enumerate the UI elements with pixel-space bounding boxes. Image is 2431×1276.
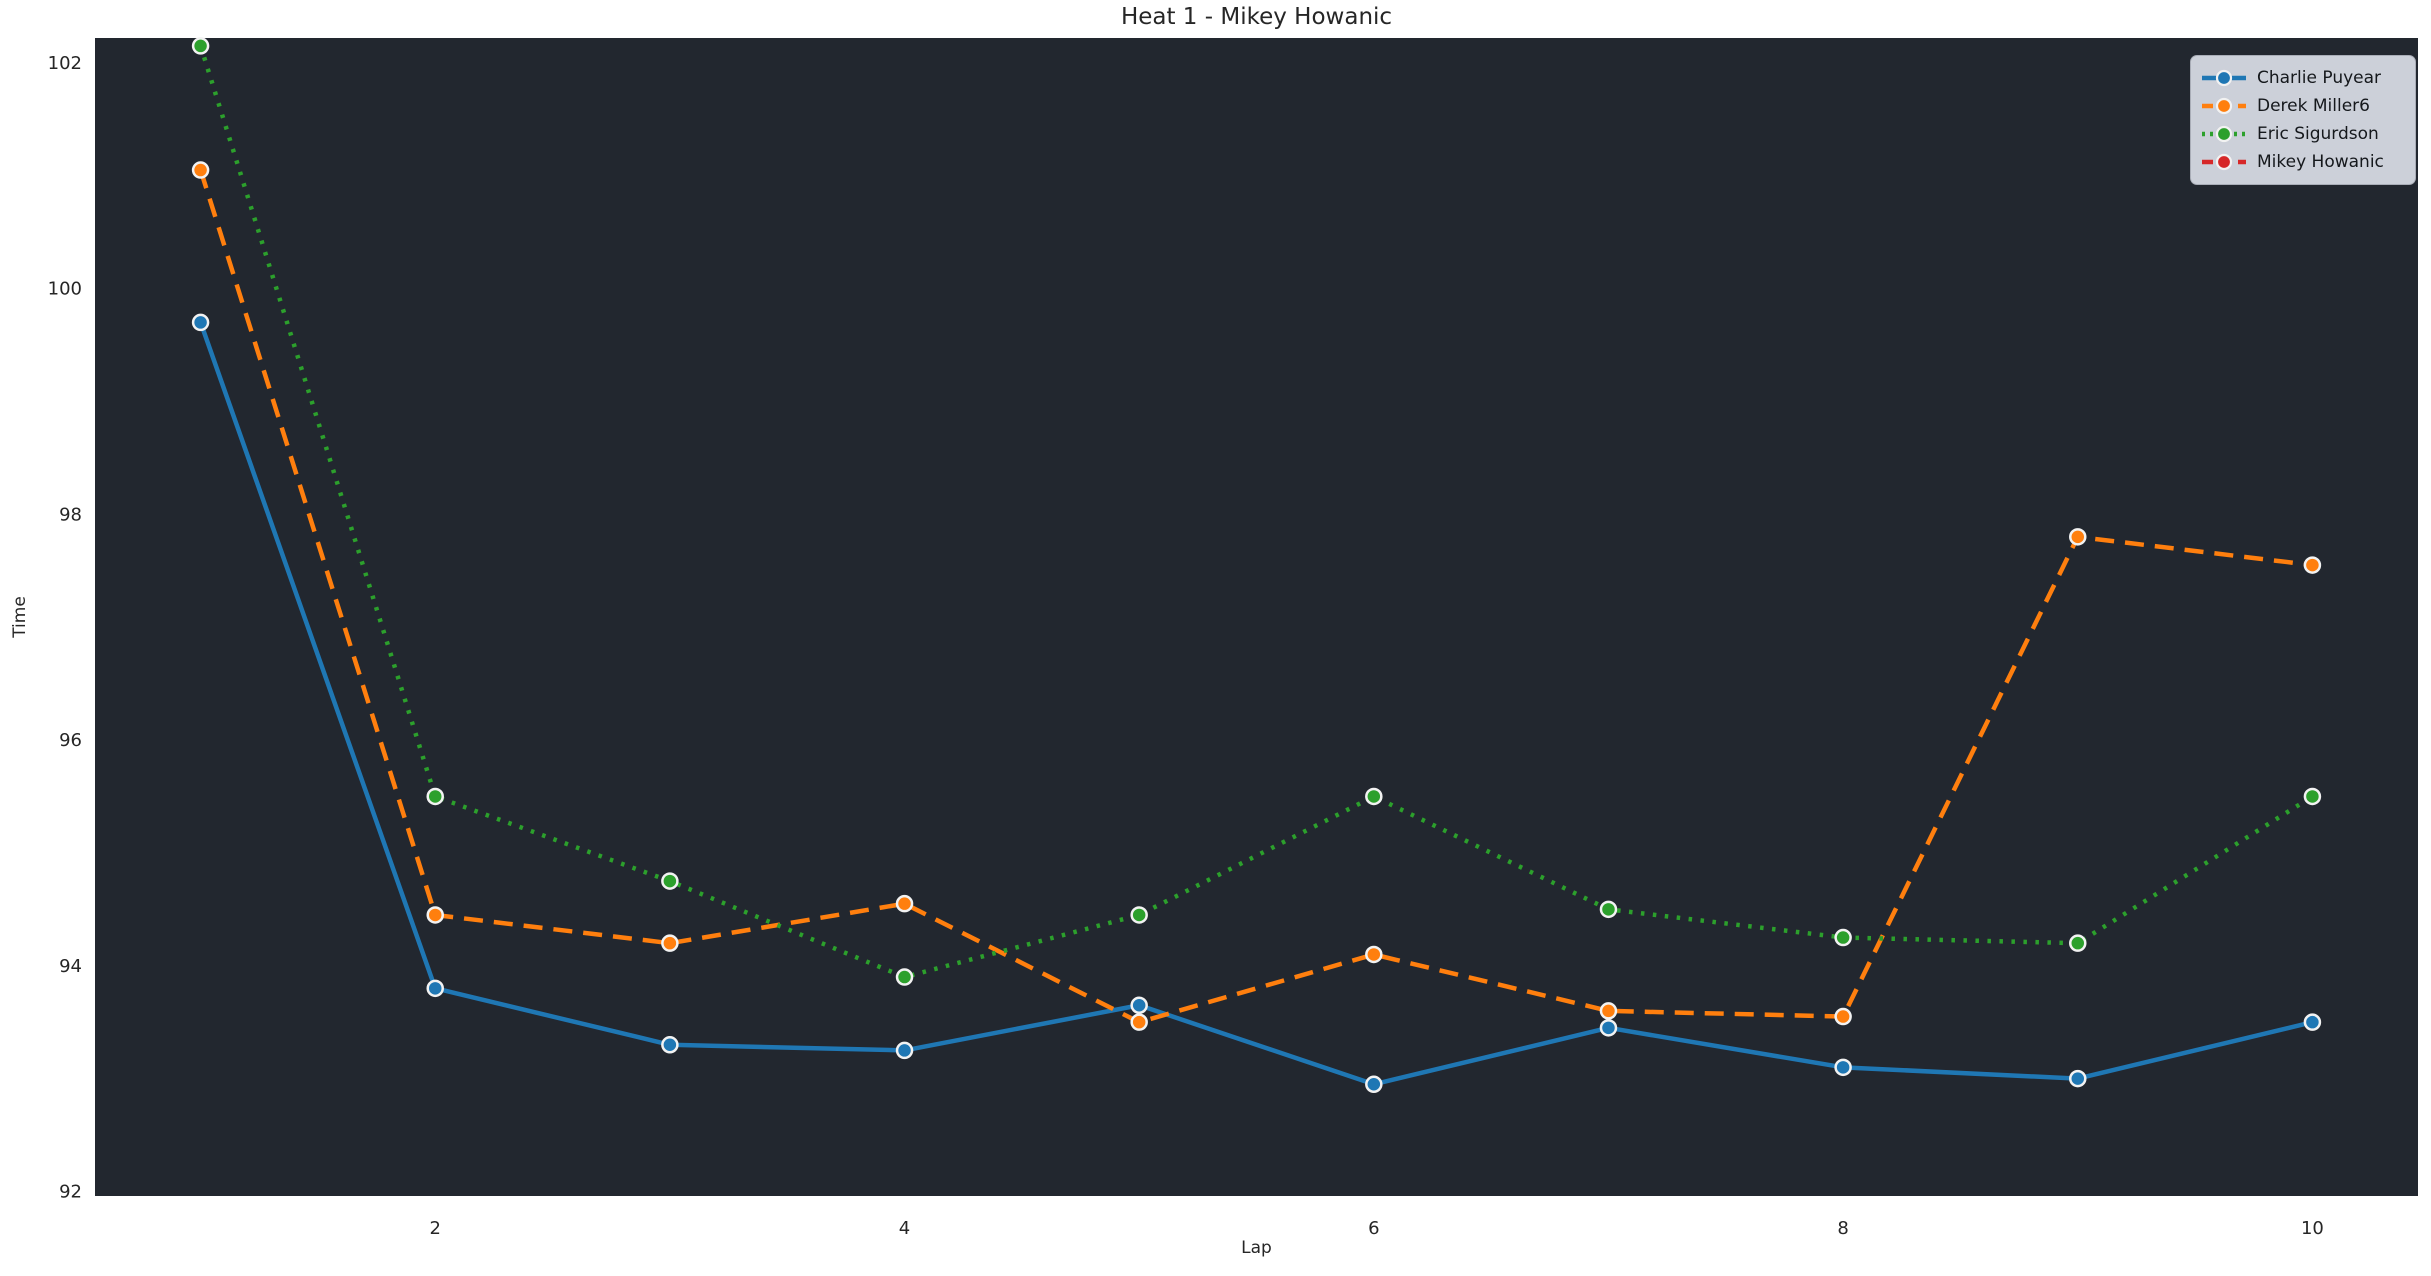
x-tick-label: 6 [1368,1218,1379,1239]
legend-item-charlie-puyear: Charlie Puyear [2201,64,2405,92]
series-marker-charlie-puyear [1365,1075,1383,1094]
plot-area [95,38,2418,1196]
y-tick-label: 100 [48,279,82,300]
series-line-derek-miller6 [198,169,2313,1025]
legend: Charlie Puyear Derek Miller6 Eric Sigurdso… [2190,55,2416,185]
series-marker-charlie-puyear [191,313,210,332]
y-tick-label: 94 [59,956,82,977]
legend-line-sample-derek-miller6 [2201,96,2247,116]
series-marker-charlie-puyear [2303,1013,2322,1031]
legend-label: Eric Sigurdson [2257,124,2379,144]
series-marker-eric-sigurdson [1130,906,1148,924]
series-marker-charlie-puyear [1834,1058,1852,1077]
series-marker-eric-sigurdson [1365,787,1383,806]
chart-title: Heat 1 - Mikey Howanic [1120,4,1393,30]
legend-line-sample-mikey-howanic [2201,152,2247,172]
series-marker-derek-miller6 [426,906,444,924]
legend-label: Charlie Puyear [2257,68,2382,88]
series-marker-eric-sigurdson [426,787,444,806]
y-tick-label: 92 [59,1181,82,1202]
series-line-charlie-puyear [198,321,2313,1087]
series-marker-charlie-puyear [2069,1069,2087,1088]
y-tick-label: 102 [48,53,82,74]
y-axis-label: Time [10,596,30,638]
legend-item-eric-sigurdson: Eric Sigurdson [2201,120,2405,148]
series-marker-derek-miller6 [895,894,914,913]
series-marker-derek-miller6 [1130,1013,1148,1031]
series-marker-eric-sigurdson [2303,787,2322,806]
series-marker-charlie-puyear [1130,996,1148,1015]
x-tick-label: 8 [1837,1218,1848,1239]
series-marker-derek-miller6 [191,161,210,179]
series-marker-charlie-puyear [895,1041,914,1060]
series-marker-eric-sigurdson [2069,934,2087,952]
legend-line-sample-charlie-puyear [2201,68,2247,88]
series-marker-derek-miller6 [661,934,679,952]
y-tick-label: 96 [59,730,82,751]
series-marker-derek-miller6 [1365,945,1383,964]
series-marker-charlie-puyear [1599,1019,1618,1037]
legend-item-derek-miller6: Derek Miller6 [2201,92,2405,120]
series-marker-derek-miller6 [1834,1007,1852,1026]
legend-line-sample-eric-sigurdson [2201,124,2247,144]
series-marker-derek-miller6 [1599,1002,1618,1020]
x-tick-label: 10 [2301,1218,2324,1239]
series-marker-eric-sigurdson [661,872,679,890]
series-marker-eric-sigurdson [895,968,914,986]
x-axis-label: Lap [1241,1238,1272,1258]
series-marker-eric-sigurdson [1599,900,1618,919]
series-marker-derek-miller6 [2303,556,2322,574]
y-tick-label: 98 [59,504,82,525]
x-tick-label: 4 [899,1218,910,1239]
legend-label: Derek Miller6 [2257,96,2370,116]
legend-label: Mikey Howanic [2257,152,2384,172]
series-marker-charlie-puyear [426,979,444,998]
series-marker-eric-sigurdson [191,37,210,55]
series-marker-charlie-puyear [661,1036,679,1054]
series-marker-derek-miller6 [2069,528,2087,546]
series-marker-eric-sigurdson [1834,928,1852,947]
x-tick-label: 2 [430,1218,441,1239]
legend-item-mikey-howanic: Mikey Howanic [2201,148,2405,176]
